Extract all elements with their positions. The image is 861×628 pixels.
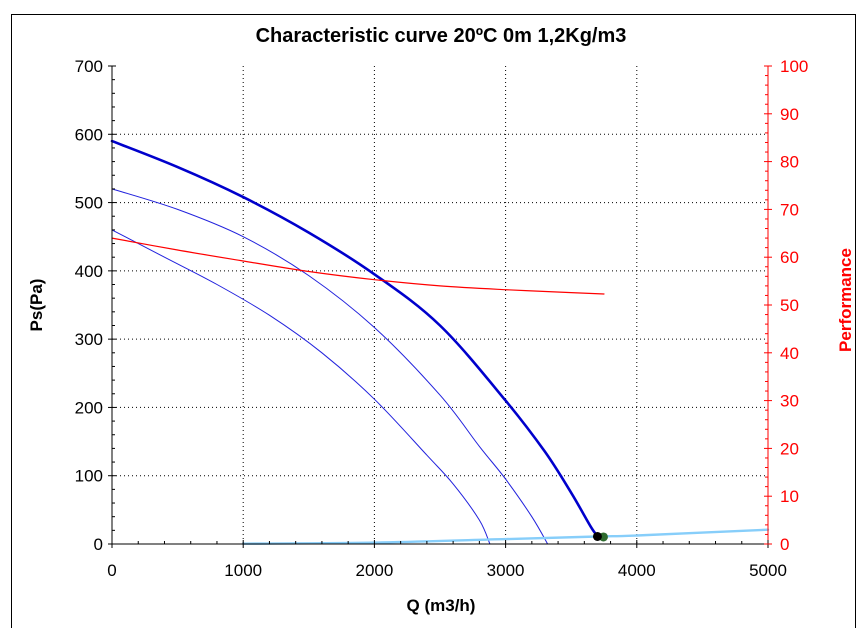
grid [112, 66, 768, 544]
y2-tick-label: 50 [780, 296, 799, 315]
y2-tick-label: 70 [780, 200, 799, 219]
y2-axis-label: Performance [836, 248, 855, 352]
performance-curve [111, 237, 605, 295]
y-tick-label: 200 [75, 398, 103, 417]
pressure-curve-mid [111, 188, 549, 545]
y2-tick-label: 90 [780, 105, 799, 124]
y2-tick-label: 30 [780, 392, 799, 411]
chart-frame [11, 14, 856, 628]
x-axis-label: Q (m3/h) [407, 596, 476, 615]
pressure-curve-low [111, 229, 491, 545]
series-group [110, 139, 770, 545]
x-tick-label: 4000 [618, 561, 656, 580]
operating-point [592, 531, 602, 541]
axes [111, 66, 769, 545]
y2-tick-label: 60 [780, 248, 799, 267]
x-tick-label: 1000 [224, 561, 262, 580]
y2-tick-label: 20 [780, 439, 799, 458]
y-tick-label: 500 [75, 194, 103, 213]
y2-tick-label: 40 [780, 344, 799, 363]
y2-tick-label: 80 [780, 153, 799, 172]
y-tick-label: 300 [75, 330, 103, 349]
x-tick-label: 5000 [749, 561, 787, 580]
x-tick-label: 0 [107, 561, 116, 580]
chart-title: Characteristic curve 20ºC 0m 1,2Kg/m3 [256, 25, 627, 47]
y-tick-label: 600 [75, 125, 103, 144]
x-tick-label: 3000 [487, 561, 525, 580]
y-axis-label: Ps(Pa) [27, 279, 46, 332]
y2-tick-label: 100 [780, 57, 808, 76]
system-curve [242, 528, 770, 545]
pressure-curve-main [110, 139, 599, 538]
y-tick-label: 700 [75, 57, 103, 76]
y-tick-label: 0 [94, 535, 103, 554]
y2-tick-label: 10 [780, 487, 799, 506]
y-tick-label: 400 [75, 262, 103, 281]
x-tick-label: 2000 [355, 561, 393, 580]
y-tick-label: 100 [75, 467, 103, 486]
y2-tick-label: 0 [780, 535, 789, 554]
